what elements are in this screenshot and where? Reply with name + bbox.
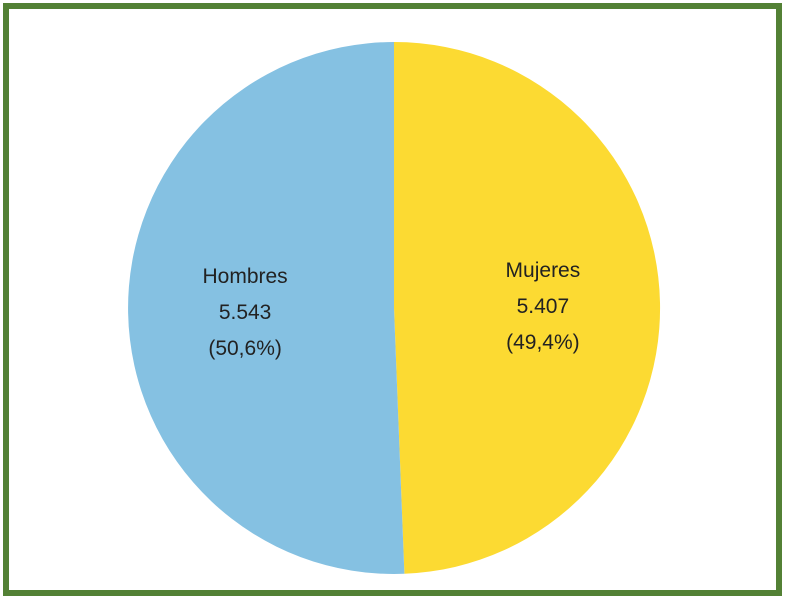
pie-slice-hombres	[128, 42, 405, 574]
slice-label-mujeres: Mujeres 5.407 (49,4%)	[506, 259, 581, 354]
pie-slices	[128, 41, 661, 574]
slice-name-label: Mujeres	[506, 259, 581, 282]
pie-labels: Mujeres 5.407 (49,4%) Hombres 5.543 (50,6%)	[202, 259, 580, 360]
slice-percent-label: (50,6%)	[208, 337, 282, 360]
slice-name-label: Hombres	[202, 265, 287, 288]
slice-value-label: 5.543	[219, 301, 272, 324]
slice-value-label: 5.407	[517, 295, 570, 318]
slice-percent-label: (49,4%)	[506, 331, 580, 354]
pie-slice-mujeres	[394, 41, 661, 574]
slice-label-hombres: Hombres 5.543 (50,6%)	[202, 265, 287, 360]
